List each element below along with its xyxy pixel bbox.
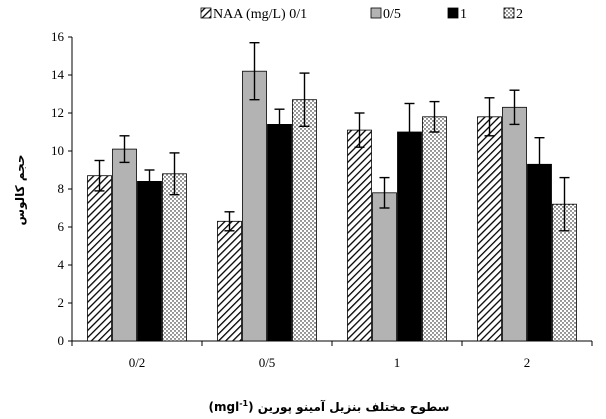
y-tick-label: 6 — [58, 219, 65, 234]
y-tick-label: 16 — [51, 29, 65, 44]
bar — [267, 124, 292, 342]
legend-swatch — [200, 7, 212, 19]
y-tick-label: 0 — [58, 333, 65, 348]
x-tick-label: 0/5 — [259, 355, 276, 370]
y-tick-label: 14 — [51, 67, 65, 82]
y-axis-title: حجم کالوس — [13, 155, 28, 226]
bar — [112, 148, 137, 342]
legend-swatch — [447, 7, 459, 19]
legend-label: NAA (mg/L) 0/1 — [213, 7, 307, 22]
legend-swatch — [503, 7, 515, 19]
legend-label: 2 — [516, 7, 523, 22]
legend-label: 0/5 — [383, 7, 401, 22]
bar — [217, 220, 242, 342]
bar — [347, 129, 372, 342]
x-tick-label: 1 — [394, 355, 401, 370]
y-tick-label: 8 — [58, 181, 65, 196]
bar — [242, 70, 267, 342]
bar — [477, 116, 502, 342]
bar — [527, 163, 552, 342]
bar — [87, 175, 112, 342]
legend-label: 1 — [460, 7, 467, 22]
bar — [502, 106, 527, 342]
x-tick-label: 0/2 — [129, 355, 146, 370]
x-tick-label: 2 — [524, 355, 531, 370]
bar — [137, 180, 162, 342]
legend-swatch — [370, 7, 382, 19]
y-tick-label: 2 — [58, 295, 65, 310]
y-tick-label: 12 — [51, 105, 64, 120]
legend: NAA (mg/L) 0/1 0/5 1 2 — [200, 7, 523, 22]
y-tick-label: 4 — [58, 257, 65, 272]
bar — [162, 173, 187, 342]
y-tick-label: 10 — [51, 143, 64, 158]
bar — [292, 99, 317, 342]
bar — [422, 116, 447, 342]
bar — [397, 131, 422, 342]
x-axis-title: سطوح مختلف بنزیل آمینو پورین (mgl-1) — [209, 399, 450, 415]
bar — [372, 192, 397, 342]
